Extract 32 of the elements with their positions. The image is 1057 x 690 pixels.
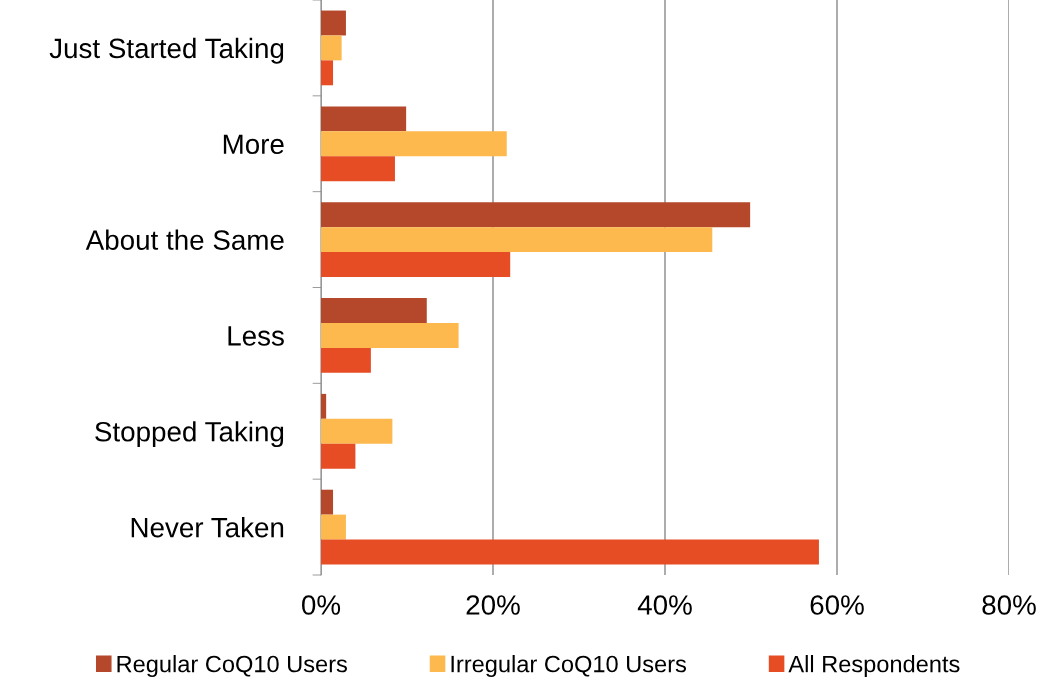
bar: [321, 322, 459, 348]
y-tick-label: Stopped Taking: [95, 421, 284, 448]
bar: [321, 298, 427, 323]
y-tick-label: Just Started Taking: [49, 37, 284, 64]
bar: [321, 393, 327, 419]
legend-label: Irregular CoQ10 Users: [451, 655, 687, 678]
x-tick-label: 80%: [982, 595, 1036, 615]
bar: [321, 252, 511, 277]
bar: [321, 347, 371, 373]
bar: [321, 202, 751, 228]
bar: [321, 131, 507, 157]
bar: [321, 489, 334, 515]
y-tick-label: Less: [228, 326, 284, 346]
bar: [321, 539, 819, 565]
bar: [321, 156, 395, 182]
y-tick-label: About the Same: [85, 229, 284, 250]
legend-label: All Respondents: [788, 655, 960, 678]
legend-label: Regular CoQ10 Users: [117, 655, 347, 678]
y-tick-label: More: [223, 134, 284, 155]
x-tick-label: 40%: [637, 595, 692, 615]
bar: [321, 227, 713, 253]
bar: [321, 418, 393, 444]
bar: [321, 60, 334, 86]
x-tick-label: 60%: [810, 595, 864, 615]
x-tick-label: 20%: [466, 595, 520, 615]
bar: [321, 106, 407, 132]
bar: [321, 514, 346, 540]
bar: [321, 35, 342, 61]
bar: [321, 10, 346, 36]
bar: [321, 443, 356, 469]
y-tick-label: Never Taken: [131, 517, 284, 538]
x-tick-label: 0%: [302, 595, 341, 615]
